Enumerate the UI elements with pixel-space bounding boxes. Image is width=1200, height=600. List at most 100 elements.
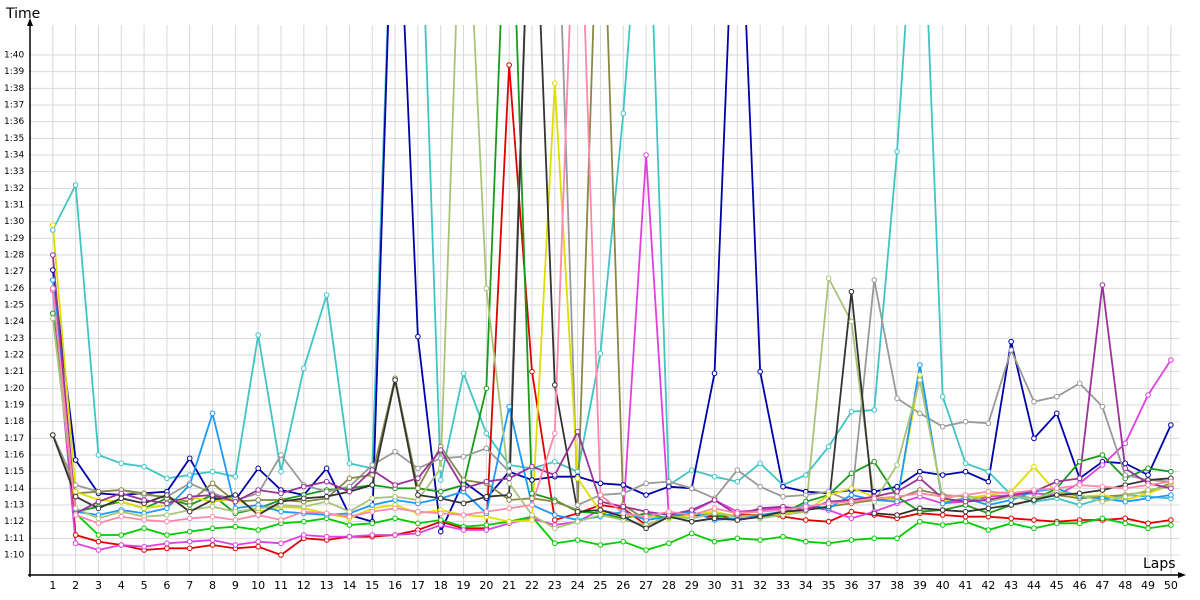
data-point xyxy=(483,508,490,515)
data-point xyxy=(711,505,718,512)
data-point xyxy=(232,498,239,505)
data-point xyxy=(1145,482,1151,488)
x-tick-label: 16 xyxy=(388,579,402,592)
data-point xyxy=(323,478,330,485)
data-point xyxy=(1008,338,1014,345)
data-point xyxy=(529,463,535,470)
data-point xyxy=(141,525,147,532)
series-line xyxy=(51,64,1172,557)
data-point xyxy=(369,532,376,538)
data-point xyxy=(574,537,581,543)
data-point xyxy=(757,508,763,515)
data-point xyxy=(939,393,946,400)
data-point xyxy=(323,488,330,495)
y-tick-label: 1:21 xyxy=(4,367,24,377)
y-tick-label: 1:24 xyxy=(4,317,24,327)
data-point xyxy=(506,403,512,410)
data-point xyxy=(962,518,969,525)
x-tick-label: 24 xyxy=(571,579,585,592)
data-point xyxy=(209,497,216,503)
data-point xyxy=(711,538,718,545)
data-point xyxy=(552,382,558,388)
data-point xyxy=(1076,482,1083,488)
data-point xyxy=(164,532,170,538)
data-point xyxy=(962,460,969,467)
x-tick-label: 37 xyxy=(867,579,881,592)
data-point xyxy=(415,333,421,340)
series-line xyxy=(51,25,1172,535)
data-point xyxy=(506,518,512,525)
data-point xyxy=(323,292,330,298)
data-point xyxy=(802,517,809,523)
data-point xyxy=(848,498,855,505)
data-point xyxy=(209,492,216,498)
data-point xyxy=(346,513,353,520)
data-point xyxy=(871,407,878,413)
y-tick-label: 1:14 xyxy=(4,484,24,494)
data-point xyxy=(1076,520,1083,527)
y-tick-label: 1:34 xyxy=(4,151,24,161)
data-point xyxy=(141,517,147,523)
data-point xyxy=(72,505,79,512)
data-point xyxy=(506,62,512,68)
data-point xyxy=(1122,440,1129,447)
data-point xyxy=(460,512,467,518)
data-point xyxy=(369,508,376,515)
data-point xyxy=(118,490,125,497)
x-axis-arrow xyxy=(1178,572,1186,578)
data-point xyxy=(186,545,193,552)
data-point xyxy=(802,538,809,545)
data-point xyxy=(369,482,376,488)
data-point xyxy=(574,518,581,525)
data-point xyxy=(209,410,216,417)
data-point xyxy=(72,532,79,538)
data-point xyxy=(529,368,535,375)
data-point xyxy=(871,277,878,283)
data-point xyxy=(894,462,900,468)
data-point xyxy=(437,465,444,472)
data-point xyxy=(278,540,284,547)
data-point xyxy=(917,468,923,475)
data-point xyxy=(1168,357,1174,363)
data-point xyxy=(301,518,307,525)
data-point xyxy=(437,528,444,535)
y-tick-label: 1:17 xyxy=(4,434,24,444)
data-point xyxy=(278,517,284,523)
data-point xyxy=(666,540,672,547)
data-point xyxy=(734,517,741,523)
data-point xyxy=(1008,490,1014,497)
data-point xyxy=(415,492,421,498)
x-tick-label: 1 xyxy=(49,579,56,592)
data-point xyxy=(688,518,695,525)
data-point xyxy=(1145,525,1151,532)
data-point xyxy=(1145,520,1151,527)
data-point xyxy=(323,510,330,517)
data-point xyxy=(597,498,604,505)
data-point xyxy=(734,535,741,542)
data-point xyxy=(164,500,170,507)
data-point xyxy=(1008,520,1014,527)
y-tick-label: 1:23 xyxy=(4,334,24,344)
data-point xyxy=(1053,492,1060,498)
data-point xyxy=(1053,485,1060,492)
data-point xyxy=(848,318,855,325)
data-point xyxy=(323,465,330,472)
data-point xyxy=(529,495,535,502)
data-point xyxy=(232,517,239,523)
data-point xyxy=(780,483,786,490)
data-point xyxy=(802,503,809,510)
y-tick-label: 1:19 xyxy=(4,401,24,411)
data-point xyxy=(597,350,604,357)
data-point xyxy=(301,495,307,502)
data-point xyxy=(323,493,330,500)
data-point xyxy=(643,152,649,158)
x-tick-label: 42 xyxy=(981,579,995,592)
x-tick-label: 18 xyxy=(434,579,448,592)
data-point xyxy=(118,513,125,520)
series-line xyxy=(51,25,1172,521)
data-point xyxy=(369,462,376,468)
data-point xyxy=(186,508,193,515)
data-point xyxy=(164,512,170,518)
data-point xyxy=(72,488,79,495)
